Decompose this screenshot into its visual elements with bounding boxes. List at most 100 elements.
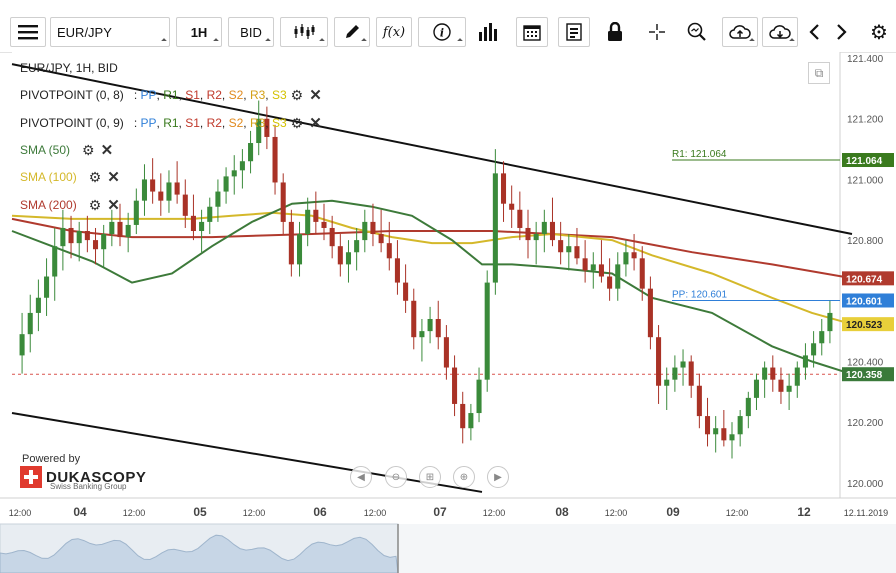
- candle-body: [264, 118, 270, 137]
- candle-body: [207, 206, 213, 222]
- sma200-legend[interactable]: SMA (200) ⚙ ✕: [20, 196, 120, 215]
- price-side-label: BID: [240, 24, 262, 40]
- settings-button[interactable]: ⚙: [868, 17, 890, 47]
- candle-body: [517, 209, 523, 228]
- chevron-right-icon: [837, 24, 847, 40]
- candle-body: [598, 264, 604, 277]
- nav-fit-button[interactable]: ⊞: [419, 466, 441, 488]
- lock-button[interactable]: [603, 17, 627, 47]
- nav-zoom-in-button[interactable]: ⊕: [453, 466, 475, 488]
- price-tag-bg: [842, 367, 894, 382]
- candle-body: [68, 227, 74, 244]
- pivot-s3: S3: [271, 116, 287, 130]
- gear-icon[interactable]: ⚙: [290, 114, 304, 131]
- gear-icon[interactable]: ⚙: [290, 86, 304, 103]
- candle-body: [607, 276, 613, 289]
- candle-body: [729, 434, 735, 441]
- expand-icon: ⧉: [814, 65, 824, 80]
- symbol-select[interactable]: EUR/JPY: [50, 17, 170, 47]
- nav-back-button[interactable]: ◀: [350, 466, 372, 488]
- gear-icon[interactable]: ⚙: [88, 168, 102, 185]
- close-icon[interactable]: ✕: [107, 169, 120, 186]
- close-icon[interactable]: ✕: [309, 87, 322, 104]
- x-tick-label: 12:00: [483, 508, 506, 518]
- candle-body: [239, 161, 245, 171]
- nav-zoom-out-button[interactable]: ⊖: [385, 466, 407, 488]
- close-icon[interactable]: ✕: [309, 115, 322, 132]
- candle-body: [647, 288, 653, 338]
- candle-body: [680, 361, 686, 368]
- sma100-legend[interactable]: SMA (100) ⚙ ✕: [20, 168, 120, 187]
- calendar-button[interactable]: [516, 17, 548, 47]
- candle-body: [117, 221, 123, 238]
- crosshair-button[interactable]: [645, 17, 669, 47]
- candle-body: [794, 367, 800, 386]
- y-tick-label: 120.200: [847, 418, 884, 429]
- candle-body: [786, 385, 792, 392]
- candle-body: [305, 209, 311, 235]
- candles: [19, 100, 833, 459]
- x-tick-label: 12:00: [9, 508, 32, 518]
- scroll-left-button[interactable]: [804, 17, 824, 47]
- fullscreen-button[interactable]: ⧉: [808, 62, 830, 84]
- pivot-s1: S1: [185, 116, 200, 130]
- pivot-name: PIVOTPOINT (0, 9): [20, 116, 124, 130]
- menu-button[interactable]: [10, 17, 46, 47]
- calendar-icon: [523, 25, 541, 41]
- download-button[interactable]: [762, 17, 798, 47]
- indicators-button[interactable]: f(x): [376, 17, 412, 47]
- cloud-upload-icon: [729, 25, 751, 39]
- navigator[interactable]: [0, 523, 896, 573]
- x-tick-label: 12:00: [605, 508, 628, 518]
- price-tag-bg: [842, 153, 894, 168]
- info-button[interactable]: i: [418, 17, 466, 47]
- close-icon[interactable]: ✕: [100, 142, 114, 159]
- upload-button[interactable]: [722, 17, 758, 47]
- price-side-select[interactable]: BID: [228, 17, 274, 47]
- pivot-sep: :: [133, 88, 138, 102]
- volume-button[interactable]: [476, 17, 500, 47]
- candle-body: [615, 264, 621, 289]
- candle-body: [370, 221, 376, 235]
- gear-icon[interactable]: ⚙: [82, 141, 95, 158]
- swiss-cross-icon: [20, 466, 42, 488]
- candle-body: [745, 397, 751, 417]
- candle-body: [566, 246, 572, 253]
- candle-body: [460, 403, 466, 429]
- sma50-legend[interactable]: SMA (50) ⚙ ✕: [20, 141, 114, 160]
- price-axis: 120.000120.200120.400120.600120.800121.0…: [842, 54, 894, 490]
- pivot-s1: S1: [185, 88, 200, 102]
- candle-body: [672, 367, 678, 380]
- zoom-button[interactable]: [685, 17, 709, 47]
- time-axis: 12:00 04 12:00 05 12:00 06 12:00 07 12:00 08 12:00…: [9, 505, 888, 519]
- scroll-right-button[interactable]: [832, 17, 852, 47]
- candle-body: [150, 179, 156, 192]
- chart-type-button[interactable]: [280, 17, 328, 47]
- pivot-legend-2[interactable]: PIVOTPOINT (0, 9) : PP, R1, S1, R2, S2, …: [20, 114, 322, 133]
- candle-body: [141, 179, 148, 201]
- x-tick-label: 12: [797, 505, 811, 519]
- x-tick-label: 12:00: [364, 508, 387, 518]
- sma50-line: [11, 199, 853, 376]
- pivot-legend-1[interactable]: PIVOTPOINT (0, 8) : PP, R1, S1, R2, S2, …: [20, 86, 322, 105]
- gear-icon[interactable]: ⚙: [88, 196, 102, 213]
- candle-body: [443, 337, 449, 368]
- candle-body: [484, 282, 490, 380]
- close-icon[interactable]: ✕: [107, 197, 120, 214]
- candle-body: [174, 182, 180, 195]
- timeframe-select[interactable]: 1H: [176, 17, 222, 47]
- dropdown-caret-icon: [457, 38, 463, 44]
- nav-forward-button[interactable]: ▶: [487, 466, 509, 488]
- pivot-r1: R1: [163, 88, 179, 102]
- y-tick-label: 121.400: [847, 54, 884, 65]
- candle-body: [582, 258, 588, 271]
- dropdown-caret-icon: [161, 38, 167, 44]
- draw-tool-button[interactable]: [334, 17, 370, 47]
- news-button[interactable]: [558, 17, 590, 47]
- dropdown-caret-icon: [789, 38, 795, 44]
- dukascopy-logo: DUKASCOPY: [20, 466, 146, 488]
- candle-body: [492, 173, 498, 283]
- price-tag-bg: [842, 293, 894, 308]
- candle-body: [590, 264, 596, 271]
